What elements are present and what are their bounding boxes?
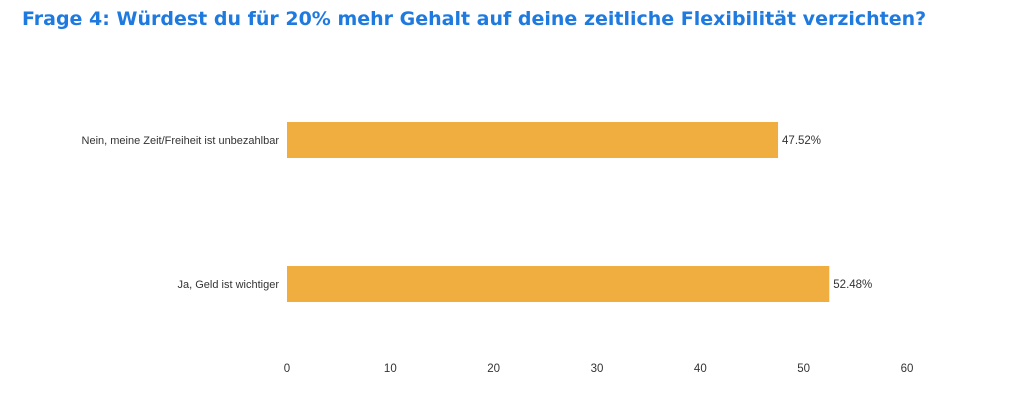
x-axis-ticks: 0 10 20 30 40 50 60 [284, 363, 914, 375]
bar [287, 266, 830, 302]
x-tick-label: 30 [591, 363, 604, 375]
bar [287, 122, 779, 158]
x-tick-label: 60 [901, 363, 914, 375]
x-tick-label: 20 [487, 363, 500, 375]
category-label: Nein, meine Zeit/Freiheit ist unbezahlba… [82, 135, 280, 147]
bars-group: Nein, meine Zeit/Freiheit ist unbezahlba… [82, 122, 872, 302]
x-tick-label: 50 [797, 363, 810, 375]
value-label: 47.52% [782, 135, 821, 147]
value-label: 52.48% [833, 279, 872, 291]
chart-title: Frage 4: Würdest du für 20% mehr Gehalt … [22, 8, 927, 30]
category-label: Ja, Geld ist wichtiger [178, 279, 280, 291]
x-tick-label: 40 [694, 363, 707, 375]
x-tick-label: 10 [384, 363, 397, 375]
x-tick-label: 0 [284, 363, 290, 375]
